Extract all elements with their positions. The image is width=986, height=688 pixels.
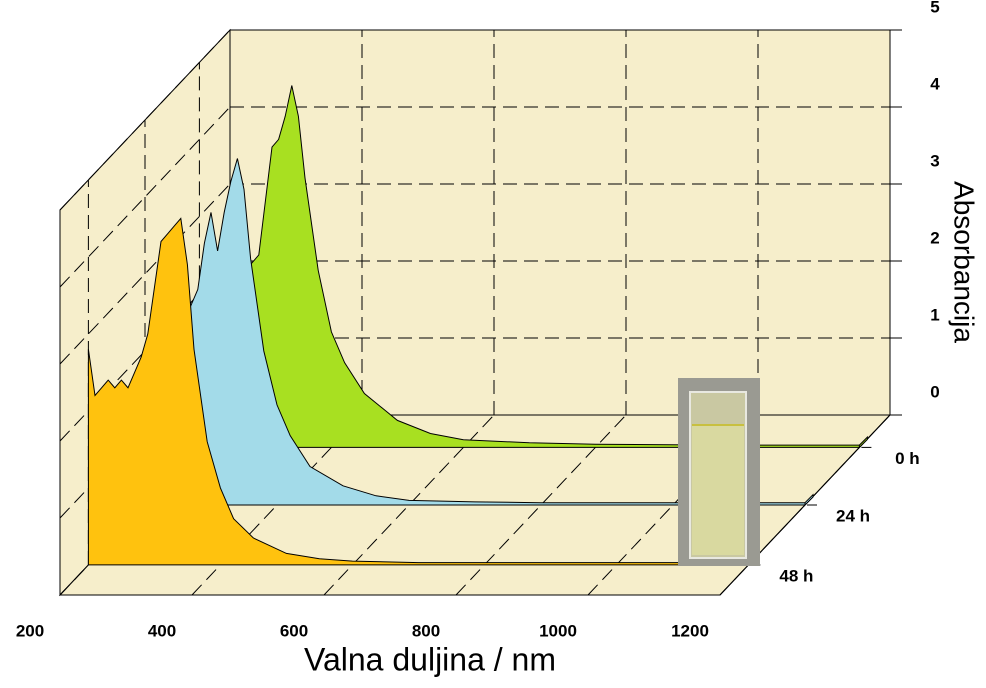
x-tick-label: 1200 [671, 621, 709, 640]
y-tick-label: 0 [930, 382, 939, 401]
series-area [87, 217, 749, 566]
y-tick-label: 5 [930, 0, 939, 16]
x-axis-title: Valna duljina / nm [304, 641, 556, 677]
y-tick-label: 2 [930, 228, 939, 247]
y-tick-label: 4 [930, 74, 940, 93]
depth-label: 48 h [779, 566, 813, 585]
ribbon-end [804, 493, 814, 507]
series [87, 85, 868, 567]
y-tick-label: 3 [930, 151, 939, 170]
x-tick-label: 600 [280, 621, 308, 640]
x-tick-label: 400 [148, 621, 176, 640]
y-tick-label: 1 [930, 305, 939, 324]
y-axis-title: Absorbancija [949, 181, 980, 343]
x-tick-label: 1000 [539, 621, 577, 640]
vial-photo [678, 378, 760, 566]
x-tick-label: 200 [16, 621, 44, 640]
ribbon-end [858, 435, 868, 449]
grid: 200 400 600 800 1000 1200 0 1 2 3 4 5 [16, 0, 940, 640]
x-tick-label: 800 [412, 621, 440, 640]
depth-label: 24 h [836, 506, 870, 525]
depth-label: 0 h [895, 449, 920, 468]
